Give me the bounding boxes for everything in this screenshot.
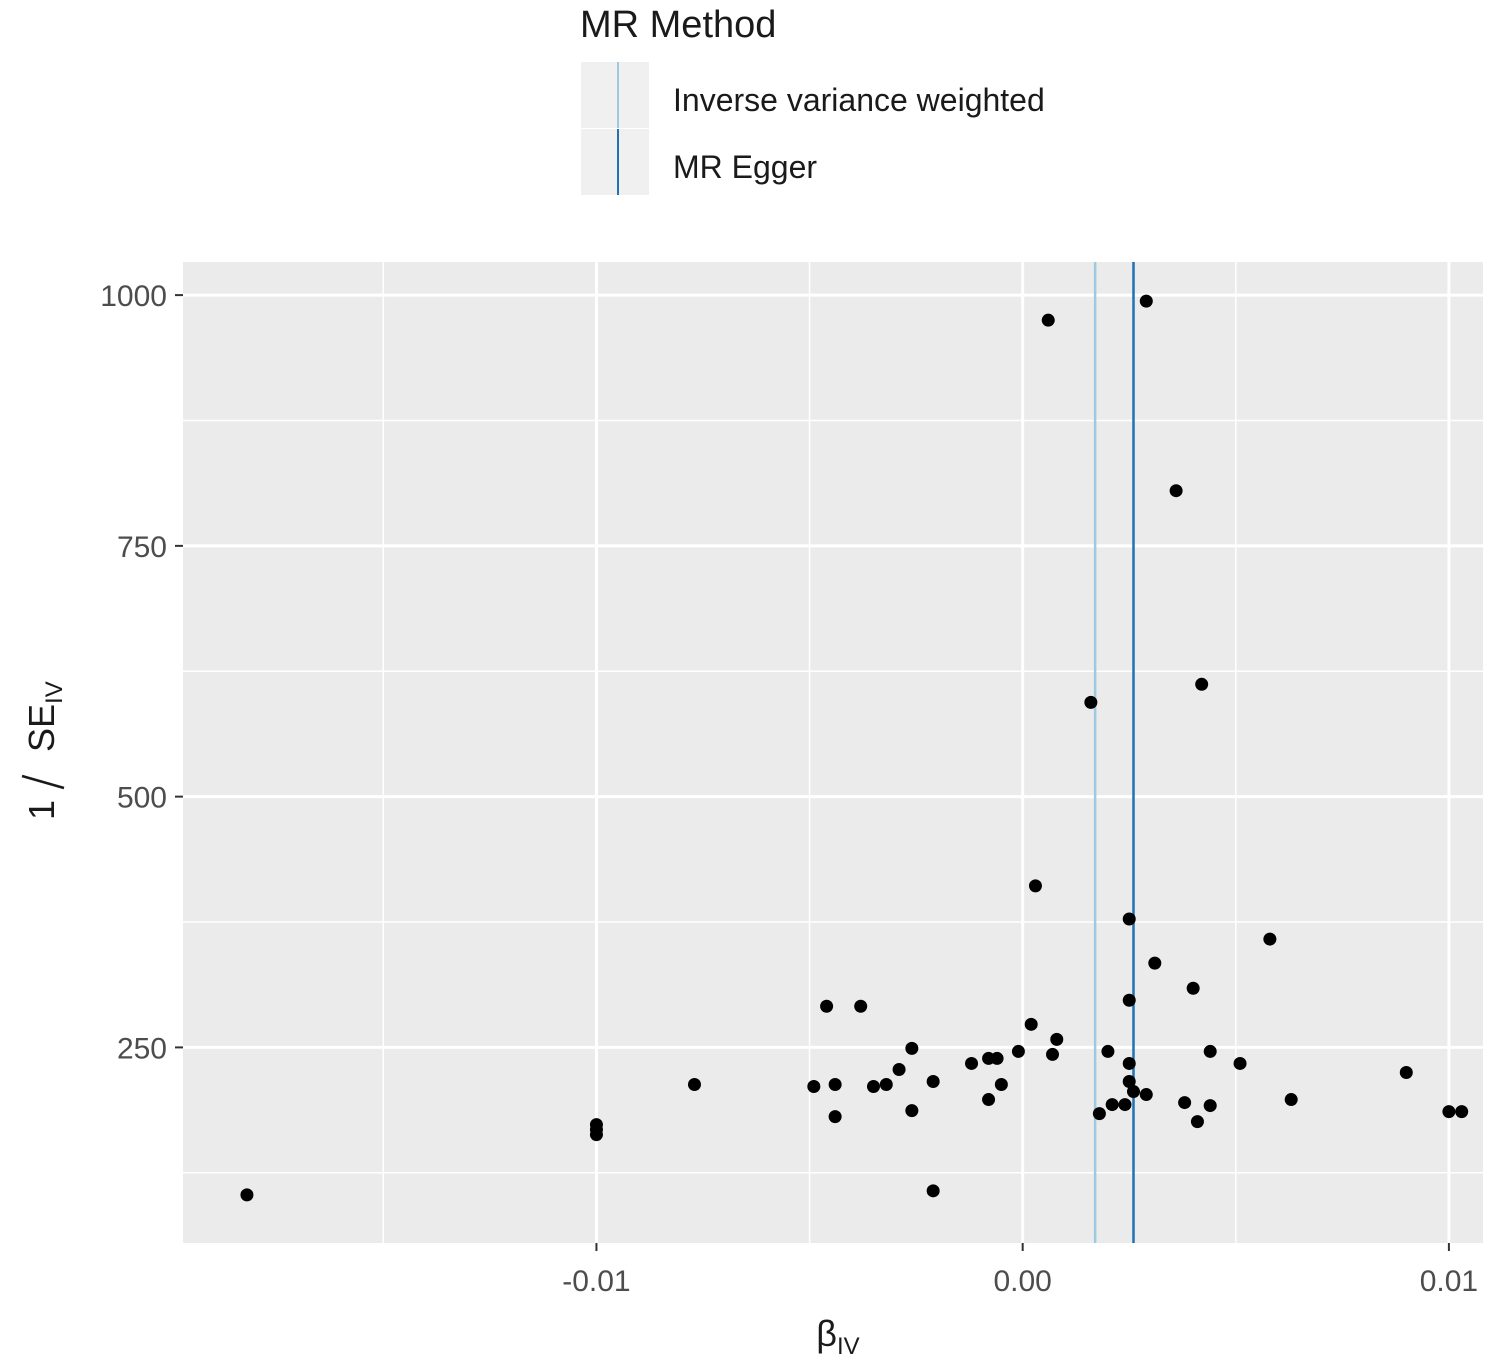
legend-title: MR Method	[580, 4, 777, 46]
legend: MR Method Inverse variance weighted MR E…	[580, 0, 1140, 205]
y-axis-title-slash	[21, 774, 65, 790]
data-point	[807, 1080, 821, 1094]
data-point	[926, 1184, 940, 1198]
y-axis-title: 1 SEIV	[21, 681, 68, 820]
data-point	[1190, 1115, 1204, 1129]
data-point	[240, 1188, 254, 1202]
y-axis: 250 500 750 1000	[100, 280, 183, 1065]
data-point	[828, 1078, 842, 1092]
data-point	[1263, 932, 1277, 946]
data-point	[1178, 1096, 1192, 1110]
data-point	[990, 1051, 1004, 1065]
data-point	[1284, 1093, 1298, 1107]
data-point	[1041, 313, 1055, 327]
data-point	[687, 1078, 701, 1092]
data-point	[1399, 1065, 1413, 1079]
data-point	[1046, 1047, 1060, 1061]
legend-key-egger	[581, 129, 649, 195]
data-point	[1203, 1044, 1217, 1058]
data-point	[1126, 1085, 1140, 1099]
legend-key-ivw-line	[617, 62, 619, 128]
data-point	[1084, 695, 1098, 709]
data-point	[1122, 1056, 1136, 1070]
data-point	[1050, 1032, 1064, 1046]
data-point	[589, 1128, 603, 1142]
data-point	[1442, 1105, 1456, 1119]
data-point	[854, 999, 868, 1013]
y-axis-title-numerator: 1	[21, 800, 62, 820]
data-point	[828, 1110, 842, 1124]
data-point	[1455, 1105, 1469, 1119]
data-point	[1122, 912, 1136, 926]
data-point	[879, 1078, 893, 1092]
data-point	[1101, 1044, 1115, 1058]
data-point	[1139, 1088, 1153, 1102]
data-point	[1169, 484, 1183, 498]
y-tick-label: 750	[117, 531, 167, 564]
legend-label-ivw: Inverse variance weighted	[673, 82, 1045, 118]
data-point	[820, 999, 834, 1013]
data-point	[1028, 879, 1042, 893]
data-point	[965, 1056, 979, 1070]
x-axis: -0.01 0.00 0.01	[562, 1243, 1478, 1298]
data-point	[926, 1075, 940, 1089]
x-axis-title: βIV	[816, 1313, 859, 1360]
y-axis-title-denominator: SEIV	[21, 681, 68, 752]
y-tick-label: 500	[117, 782, 167, 815]
data-points	[240, 294, 1469, 1202]
legend-key-ivw	[581, 62, 649, 128]
x-tick-label: 0.00	[993, 1265, 1051, 1298]
data-point	[892, 1062, 906, 1076]
data-point	[866, 1080, 880, 1094]
data-point	[905, 1041, 919, 1055]
data-point	[1118, 1098, 1132, 1112]
data-point	[1024, 1017, 1038, 1031]
data-point	[1139, 294, 1153, 308]
data-point	[905, 1104, 919, 1118]
data-point	[1195, 677, 1209, 691]
data-point	[1122, 1075, 1136, 1089]
y-tick-label: 250	[117, 1032, 167, 1065]
x-tick-label: -0.01	[562, 1265, 630, 1298]
data-point	[994, 1078, 1008, 1092]
x-tick-label: 0.01	[1420, 1265, 1478, 1298]
y-tick-label: 1000	[100, 280, 167, 313]
data-point	[1105, 1098, 1119, 1112]
data-point	[1092, 1107, 1106, 1121]
legend-label-egger: MR Egger	[673, 149, 818, 185]
major-gridlines	[183, 262, 1483, 1243]
data-point	[1011, 1044, 1025, 1058]
data-point	[1203, 1099, 1217, 1113]
data-point	[1233, 1056, 1247, 1070]
data-point	[1122, 993, 1136, 1007]
legend-key-egger-line	[617, 129, 619, 195]
data-point	[1148, 956, 1162, 970]
minor-gridlines	[183, 262, 1483, 1243]
data-point	[982, 1093, 996, 1107]
data-point	[1186, 981, 1200, 995]
